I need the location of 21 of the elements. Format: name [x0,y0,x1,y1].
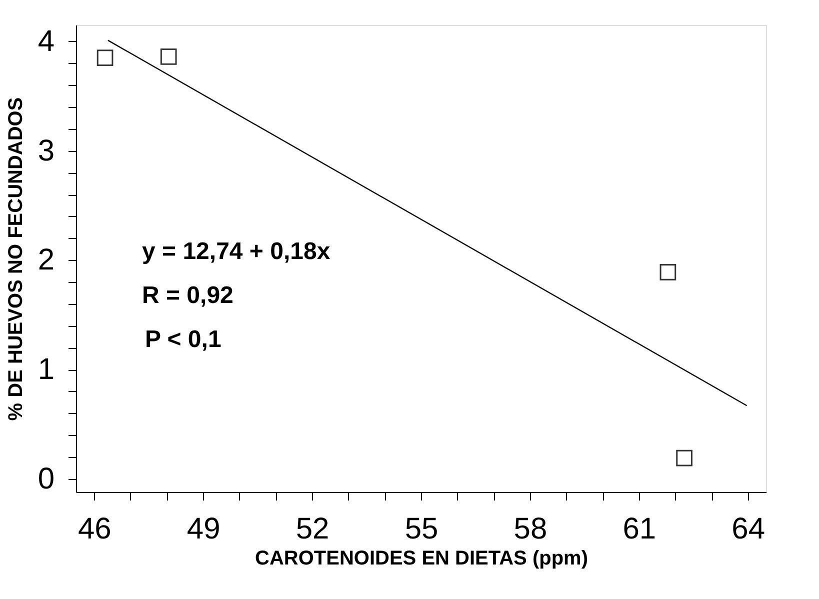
y-tick-label: 0 [38,462,54,496]
x-tick-label: 61 [622,512,656,546]
point [96,50,114,66]
point [660,264,676,280]
x-tick-label: 58 [514,512,548,546]
annotation: y = 12,74 + 0,18x [142,238,331,265]
x-tick-label: 46 [78,512,112,546]
y-tick-label: 2 [38,244,54,277]
y-tick-label: 3 [38,134,54,168]
y-tick-label: 4 [38,24,54,58]
annotation: P < 0,1 [145,326,222,353]
x-tick-label: 55 [404,512,438,546]
point [676,450,692,466]
x-axis-title: CAROTENOIDES EN DIETAS (ppm) [255,548,588,570]
x-tick-label: 49 [186,512,220,546]
y-axis-title: % DE HUEVOS NO FECUNDADOS [4,97,27,421]
x-tick-label: 64 [732,512,766,546]
y-tick-label: 1 [38,353,54,386]
x-tick-label: 52 [296,512,330,546]
annotation: R = 0,92 [142,282,234,309]
point [160,48,177,65]
